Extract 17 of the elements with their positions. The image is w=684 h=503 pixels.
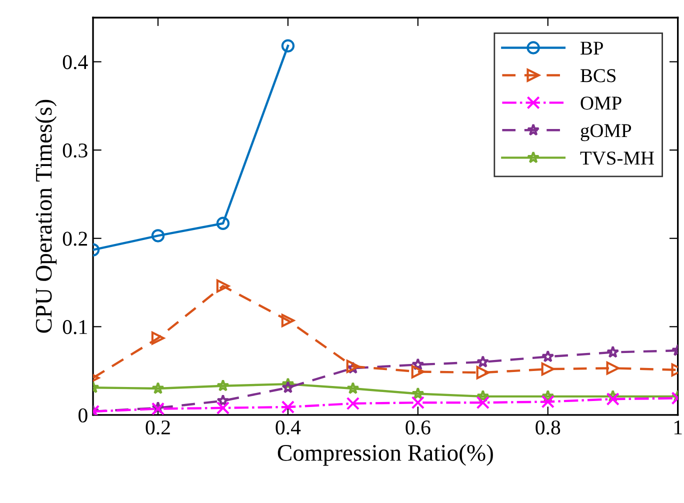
x-axis-title: Compression Ratio(%) bbox=[278, 444, 493, 466]
x-tick-label: 0.6 bbox=[406, 420, 430, 435]
x-tick-label: 0.2 bbox=[146, 420, 170, 435]
y-tick-label: 0.1 bbox=[62, 320, 87, 334]
y-tick-label: 0.2 bbox=[62, 232, 88, 246]
y-axis-title: CPU Operation Times(s) bbox=[35, 100, 57, 333]
legend-label: gOMP bbox=[580, 124, 632, 142]
legend-label: TVS-MH bbox=[580, 152, 654, 165]
y-tick-label: 0 bbox=[78, 408, 88, 422]
x-tick-label: 0.4 bbox=[276, 420, 301, 435]
x-tick-label: 1 bbox=[674, 420, 682, 434]
x-tick-label: 0.8 bbox=[536, 420, 560, 435]
legend-label: BCS bbox=[580, 69, 616, 82]
legend-label: OMP bbox=[580, 96, 622, 110]
legend-label: BP bbox=[580, 42, 603, 55]
y-tick-label: 0.4 bbox=[62, 55, 88, 70]
y-tick-label: 0.3 bbox=[62, 143, 88, 158]
